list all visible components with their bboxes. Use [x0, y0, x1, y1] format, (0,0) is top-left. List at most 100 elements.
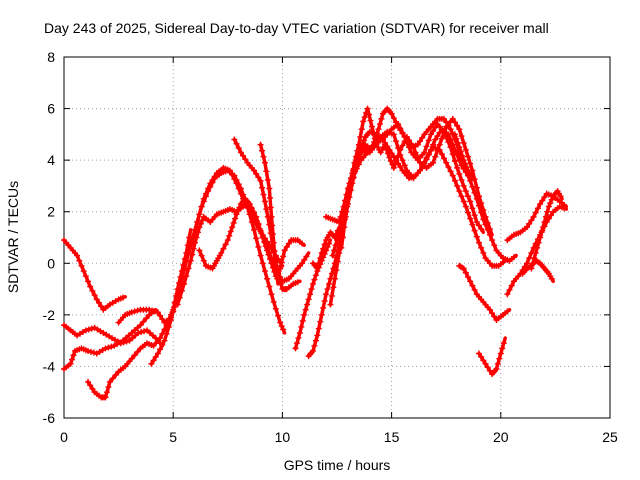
data-point — [232, 215, 239, 222]
data-point — [89, 385, 96, 392]
data-point — [364, 105, 371, 112]
data-point — [105, 384, 112, 391]
data-point — [190, 245, 197, 252]
series-track-23 — [519, 257, 555, 284]
data-point — [465, 193, 472, 200]
data-point — [314, 332, 321, 339]
data-point — [233, 140, 240, 147]
y-axis-label: SDTVAR / TECUs — [5, 181, 21, 293]
data-point — [458, 133, 465, 140]
data-point — [299, 317, 306, 324]
data-point — [260, 153, 267, 160]
data-point — [318, 257, 325, 264]
data-point — [494, 360, 501, 367]
data-point — [390, 153, 397, 160]
axis-ticks: -6 -4 -2 0 2 4 6 8 0 5 10 15 20 25 — [43, 49, 618, 445]
data-point — [528, 265, 535, 272]
data-point — [538, 229, 545, 236]
data-point — [361, 114, 368, 121]
data-point — [134, 348, 141, 355]
series-track-15 — [329, 128, 507, 269]
data-point — [140, 318, 147, 325]
data-point — [506, 286, 513, 293]
data-point — [312, 337, 319, 344]
data-point — [242, 156, 249, 163]
data-point — [328, 270, 335, 277]
data-point — [397, 151, 404, 158]
x-tick-label: 5 — [169, 429, 177, 445]
data-point — [264, 176, 271, 183]
data-point — [269, 231, 276, 238]
data-point — [462, 188, 469, 195]
data-point — [347, 185, 354, 192]
data-point — [370, 129, 377, 136]
data-point — [305, 296, 312, 303]
data-point — [278, 259, 285, 266]
data-point — [141, 328, 148, 335]
data-point — [456, 170, 463, 177]
data-point — [90, 349, 97, 356]
data-point — [229, 171, 236, 178]
data-point — [460, 182, 467, 189]
y-tick-label: 8 — [47, 49, 55, 65]
data-point — [539, 197, 546, 204]
series-track-22 — [504, 190, 569, 244]
data-point — [451, 177, 458, 184]
data-point — [231, 136, 238, 143]
data-point — [272, 305, 279, 312]
data-point — [150, 357, 157, 364]
data-point — [76, 257, 83, 264]
data-point — [253, 170, 260, 177]
data-point — [338, 221, 345, 228]
data-point — [261, 238, 268, 245]
data-point — [423, 143, 430, 150]
data-point — [341, 209, 348, 216]
y-tick-label: 0 — [47, 255, 55, 271]
data-point — [486, 367, 493, 374]
series-line — [339, 106, 494, 250]
data-point — [198, 252, 205, 259]
data-point — [445, 139, 452, 146]
y-tick-label: 4 — [47, 152, 55, 168]
data-point — [194, 229, 201, 236]
data-point — [95, 299, 102, 306]
data-point — [454, 122, 461, 129]
series-line — [529, 189, 564, 271]
data-point — [252, 214, 259, 221]
data-point — [478, 244, 485, 251]
data-point — [528, 217, 535, 224]
data-point — [449, 151, 456, 158]
data-point — [367, 117, 374, 124]
data-point — [187, 257, 194, 264]
data-point — [504, 291, 511, 298]
data-point — [211, 173, 218, 180]
data-point — [315, 325, 322, 332]
data-point — [399, 157, 406, 164]
data-point — [352, 153, 359, 160]
data-point — [471, 227, 478, 234]
data-point — [419, 134, 426, 141]
data-point — [430, 159, 437, 166]
data-point — [273, 270, 280, 277]
data-point — [146, 306, 153, 313]
data-point — [280, 253, 287, 260]
data-point — [299, 240, 306, 247]
data-point — [524, 224, 531, 231]
data-point — [449, 115, 456, 122]
data-point — [473, 219, 480, 226]
data-point — [526, 220, 533, 227]
data-point — [463, 164, 470, 171]
data-point — [89, 287, 96, 294]
data-point — [237, 149, 244, 156]
data-point — [257, 252, 264, 259]
series-track-14 — [338, 105, 494, 251]
data-point — [537, 200, 544, 207]
data-point — [227, 228, 234, 235]
data-point — [333, 231, 340, 238]
data-point — [354, 147, 361, 154]
data-point — [200, 195, 207, 202]
data-point — [423, 154, 430, 161]
data-point — [112, 372, 119, 379]
data-point — [178, 274, 185, 281]
y-tick-label: -6 — [43, 410, 56, 426]
